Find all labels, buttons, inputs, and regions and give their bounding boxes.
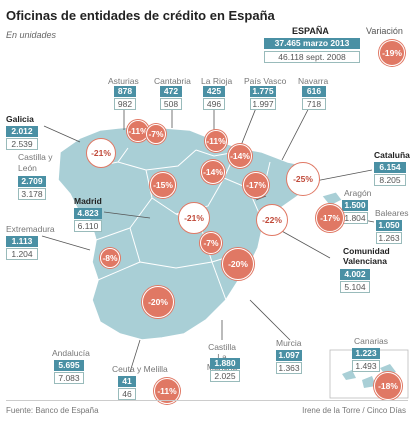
region-value-2008-valencia: 5.104 [340, 281, 370, 293]
region-variation-bubble-cantabria: -7% [146, 124, 166, 144]
region-variation-bubble-castillaleon: -15% [150, 172, 176, 198]
variation-label: Variación [366, 26, 403, 36]
region-value-2013-ceuta: 41 [118, 376, 136, 387]
page-title: Oficinas de entidades de crédito en Espa… [6, 8, 275, 23]
region-value-2013-navarra: 616 [302, 86, 326, 97]
region-name-galicia: Galicia [6, 114, 34, 124]
region-value-2013-asturias: 878 [114, 86, 136, 97]
region-name-aragon: Aragón [344, 188, 372, 198]
region-variation-bubble-cataluna: -25% [286, 162, 320, 196]
region-variation-bubble-murcia: -20% [222, 248, 254, 280]
region-value-2013-valencia: 4.002 [340, 269, 370, 280]
region-name-baleares: Baleares [375, 208, 409, 218]
region-variation-bubble-baleares: -17% [316, 204, 344, 232]
region-variation-bubble-andalucia: -20% [142, 286, 174, 318]
region-value-2008-navarra: 718 [302, 98, 326, 110]
region-value-2008-baleares: 1.263 [376, 232, 402, 244]
region-variation-bubble-canarias: -18% [374, 372, 402, 400]
spain-variation-bubble: -19% [379, 40, 405, 66]
region-value-2008-cataluna: 8.205 [374, 174, 406, 186]
region-value-2013-extremadura: 1.113 [6, 236, 38, 247]
region-value-2008-madrid: 6.110 [74, 220, 102, 232]
region-value-2008-murcia: 1.363 [276, 362, 302, 374]
region-variation-bubble-clamancha: -7% [200, 232, 222, 254]
region-name-castillaleon: Castilla y León [18, 152, 53, 173]
region-value-2008-larioja: 496 [203, 98, 225, 110]
region-variation-bubble-galicia: -21% [86, 138, 116, 168]
region-value-2013-larioja: 425 [203, 86, 225, 97]
region-value-2013-aragon: 1.500 [342, 200, 368, 211]
region-name-navarra: Navarra [298, 76, 329, 86]
spain-value-2008: 46.118 sept. 2008 [264, 51, 360, 63]
region-variation-bubble-aragon: -17% [243, 172, 269, 198]
footer-divider [6, 400, 408, 401]
region-value-2013-madrid: 4.823 [74, 208, 102, 219]
region-value-2008-cantabria: 508 [160, 98, 182, 110]
spain-value-2013: 37.465 marzo 2013 [264, 38, 360, 49]
region-variation-bubble-ceuta: -11% [154, 378, 180, 404]
region-variation-bubble-madrid: -21% [178, 202, 210, 234]
region-value-2013-castillaleon: 2.709 [18, 176, 46, 187]
region-value-2013-cataluna: 6.154 [374, 162, 406, 173]
region-value-2013-canarias: 1.223 [352, 348, 380, 359]
region-value-2013-clamancha: 1.880 [210, 358, 240, 369]
region-name-cataluna: Cataluña [374, 150, 410, 160]
footer-credit: Irene de la Torre / Cinco Días [302, 406, 406, 415]
region-value-2008-extremadura: 1.204 [6, 248, 38, 260]
region-name-madrid: Madrid [74, 196, 102, 206]
region-value-2008-galicia: 2.539 [6, 138, 38, 150]
region-variation-bubble-larioja: -11% [205, 130, 227, 152]
region-value-2008-ceuta: 46 [118, 388, 136, 400]
region-variation-bubble-navarra: -14% [201, 160, 225, 184]
region-value-2008-andalucia: 7.083 [54, 372, 84, 384]
region-value-2013-murcia: 1.097 [276, 350, 302, 361]
region-name-ceuta: Ceuta y Melilla [112, 364, 168, 374]
region-value-2008-castillaleon: 3.178 [18, 188, 46, 200]
region-value-2008-clamancha: 2.025 [210, 370, 240, 382]
region-variation-bubble-extremadura: -8% [100, 248, 120, 268]
region-variation-bubble-paisvasco: -14% [228, 144, 252, 168]
footer-source: Fuente: Banco de España [6, 406, 99, 415]
region-value-2008-asturias: 982 [114, 98, 136, 110]
region-value-2008-aragon: 1.804 [342, 212, 368, 224]
region-value-2008-paisvasco: 1.997 [250, 98, 276, 110]
region-value-2013-baleares: 1.050 [376, 220, 402, 231]
region-value-2013-cantabria: 472 [160, 86, 182, 97]
region-name-valencia: Comunidad Valenciana [343, 246, 390, 266]
region-value-2013-andalucia: 5.695 [54, 360, 84, 371]
spain-label: ESPAÑA [292, 26, 329, 36]
region-value-2013-paisvasco: 1.775 [250, 86, 276, 97]
region-value-2013-galicia: 2.012 [6, 126, 38, 137]
region-name-murcia: Murcia [276, 338, 302, 348]
page-subtitle: En unidades [6, 30, 57, 40]
region-name-larioja: La Rioja [201, 76, 233, 86]
region-name-paisvasco: País Vasco [244, 76, 287, 86]
region-value-2008-canarias: 1.493 [352, 360, 380, 372]
region-name-extremadura: Extremadura [6, 224, 55, 234]
region-name-canarias: Canarias [354, 336, 389, 346]
region-variation-bubble-valencia: -22% [256, 204, 288, 236]
region-name-asturias: Asturias [108, 76, 139, 86]
region-name-andalucia: Andalucía [52, 348, 90, 358]
region-name-cantabria: Cantabria [154, 76, 191, 86]
